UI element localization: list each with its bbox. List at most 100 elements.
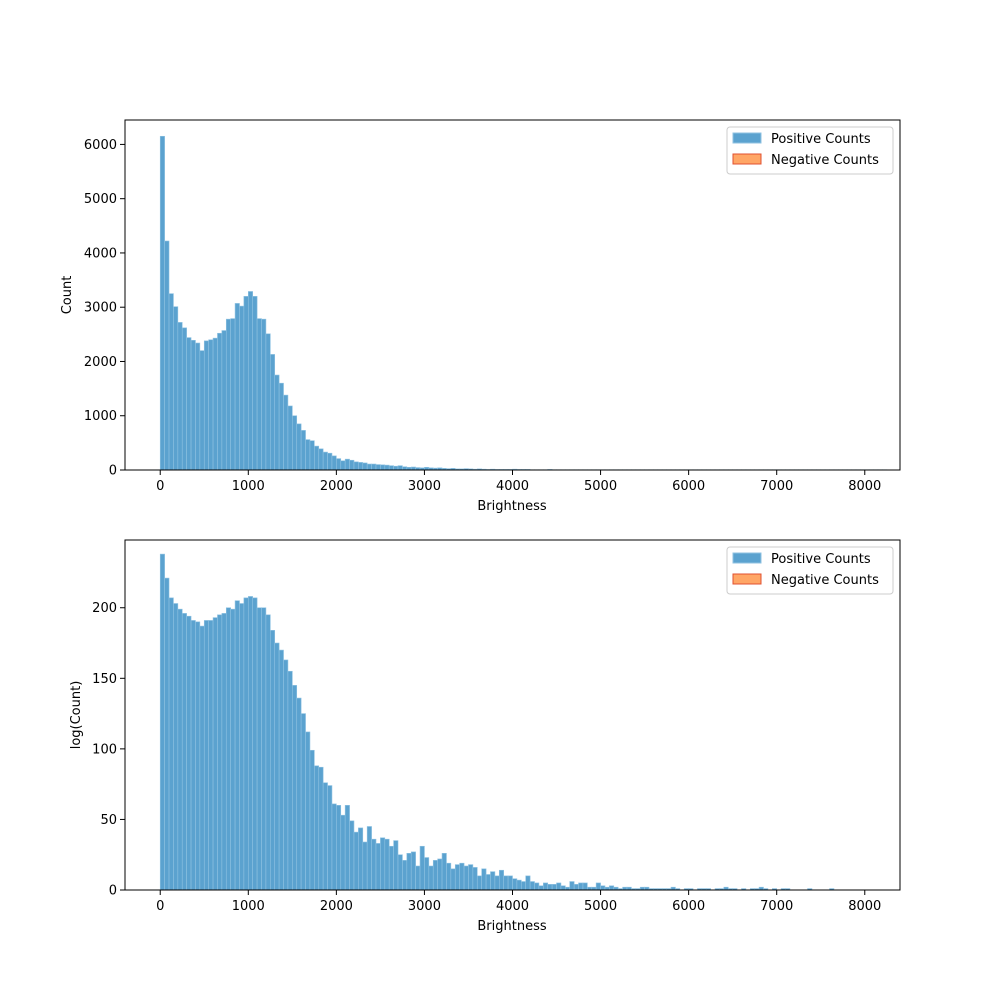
top-histogram: 0 1000 2000 3000 4000 5000 6000 7000 8000 0 1000 2… [60, 119, 901, 514]
bottom-bar-positive-77 [498, 869, 504, 891]
bottom-y-tick-label: 150 [92, 672, 117, 687]
bottom-bar-positive-65 [446, 862, 452, 891]
bottom-bar-positive-13 [217, 614, 223, 891]
bottom-bar-positive-11 [208, 620, 214, 891]
bottom-bar-positive-88 [547, 884, 553, 891]
bottom-bar-positive-44 [353, 831, 359, 891]
top-bar-positive-5 [181, 327, 187, 471]
top-bar-positive-30 [292, 415, 298, 471]
bottom-bar-positive-90 [556, 882, 562, 891]
bottom-bar-positive-102 [609, 885, 615, 891]
bottom-legend-positive-label: Positive Counts [771, 552, 871, 567]
top-bar-positive-27 [278, 382, 284, 471]
top-bar-positive-9 [199, 350, 205, 471]
top-bar-positive-16 [230, 318, 236, 471]
top-y-ticks: 0 1000 2000 3000 4000 5000 6000 [84, 138, 125, 479]
top-y-tick-label: 0 [109, 464, 117, 479]
top-bar-positive-51 [384, 464, 390, 471]
bottom-bar-positive-9 [199, 625, 205, 891]
top-bar-positive-18 [239, 305, 245, 471]
bottom-histogram-bars [159, 553, 835, 891]
bottom-legend-negative-swatch [732, 573, 762, 585]
top-bar-positive-49 [375, 464, 381, 471]
bottom-bar-positive-38 [327, 785, 333, 891]
top-bar-positive-42 [344, 458, 350, 471]
bottom-bar-positive-14 [221, 613, 227, 891]
bottom-bar-positive-16 [230, 608, 236, 891]
bottom-x-tick-label: 4000 [496, 899, 529, 914]
top-x-tick-label: 7000 [760, 479, 793, 494]
bottom-bar-positive-52 [388, 845, 394, 891]
bottom-bar-positive-43 [349, 820, 355, 891]
bottom-bar-positive-27 [278, 649, 284, 891]
bottom-bar-positive-29 [287, 670, 293, 891]
top-bar-positive-11 [208, 339, 214, 471]
bottom-bar-positive-3 [173, 603, 179, 891]
top-bar-positive-6 [186, 337, 192, 471]
bottom-bar-positive-75 [490, 871, 496, 891]
top-bar-positive-10 [203, 340, 209, 471]
bottom-bar-positive-12 [212, 617, 218, 891]
top-bar-positive-2 [168, 293, 174, 471]
bottom-bar-positive-54 [397, 854, 403, 891]
top-bar-positive-41 [340, 460, 346, 471]
top-bar-positive-35 [314, 445, 320, 471]
bottom-bar-positive-8 [195, 621, 201, 891]
top-legend-positive-label: Positive Counts [771, 132, 871, 147]
top-bar-positive-48 [371, 463, 377, 471]
bottom-bar-positive-42 [344, 805, 350, 891]
bottom-bar-positive-48 [371, 838, 377, 891]
top-bar-positive-31 [296, 423, 302, 471]
bottom-bar-positive-76 [494, 875, 500, 891]
bottom-bar-positive-24 [265, 614, 271, 891]
bottom-bar-positive-72 [476, 875, 482, 891]
top-x-tick-label: 3000 [408, 479, 441, 494]
top-bar-positive-52 [388, 465, 394, 471]
bottom-bar-positive-87 [543, 882, 549, 891]
bottom-x-tick-label: 2000 [320, 899, 353, 914]
bottom-bar-positive-79 [507, 875, 513, 891]
bottom-legend: Positive Counts Negative Counts [726, 546, 894, 595]
top-y-tick-label: 2000 [84, 355, 117, 370]
top-bar-positive-38 [327, 452, 333, 471]
top-x-tick-label: 4000 [496, 479, 529, 494]
top-bar-positive-12 [212, 337, 218, 471]
bottom-bar-positive-91 [560, 885, 566, 891]
bottom-bar-positive-83 [525, 875, 531, 891]
top-bar-positive-19 [243, 296, 249, 471]
top-bar-positive-34 [309, 440, 315, 471]
top-bar-positive-23 [261, 318, 267, 471]
bottom-bar-positive-67 [454, 864, 460, 891]
bottom-bar-positive-82 [521, 881, 527, 891]
bottom-y-tick-label: 100 [92, 742, 117, 757]
top-bar-positive-24 [265, 333, 271, 471]
top-bar-positive-8 [195, 342, 201, 471]
bottom-bar-positive-17 [234, 600, 240, 891]
bottom-bar-positive-86 [538, 885, 544, 891]
bottom-bar-positive-100 [600, 885, 606, 891]
top-bar-positive-4 [177, 322, 183, 471]
top-y-tick-label: 6000 [84, 138, 117, 153]
bottom-bar-positive-50 [380, 837, 386, 891]
top-bar-positive-20 [248, 291, 254, 471]
bottom-bar-positive-28 [283, 659, 289, 891]
top-bar-positive-1 [164, 240, 170, 471]
bottom-x-tick-label: 6000 [672, 899, 705, 914]
bottom-bar-positive-41 [340, 814, 346, 891]
bottom-bar-positive-78 [503, 875, 509, 891]
bottom-bar-positive-66 [450, 868, 456, 891]
bottom-bar-positive-93 [569, 881, 575, 891]
bottom-bar-positive-96 [582, 882, 588, 891]
bottom-x-tick-label: 8000 [848, 899, 881, 914]
bottom-x-axis-label: Brightness [477, 919, 546, 934]
bottom-bar-positive-46 [362, 841, 368, 891]
bottom-x-tick-label: 1000 [232, 899, 265, 914]
bottom-legend-positive-swatch [732, 552, 762, 564]
top-legend-negative-label: Negative Counts [771, 153, 879, 168]
bottom-bar-positive-4 [177, 608, 183, 891]
bottom-bar-positive-1 [164, 577, 170, 891]
top-bar-positive-13 [217, 332, 223, 471]
top-bar-positive-40 [336, 458, 342, 471]
bottom-bar-positive-2 [168, 597, 174, 891]
